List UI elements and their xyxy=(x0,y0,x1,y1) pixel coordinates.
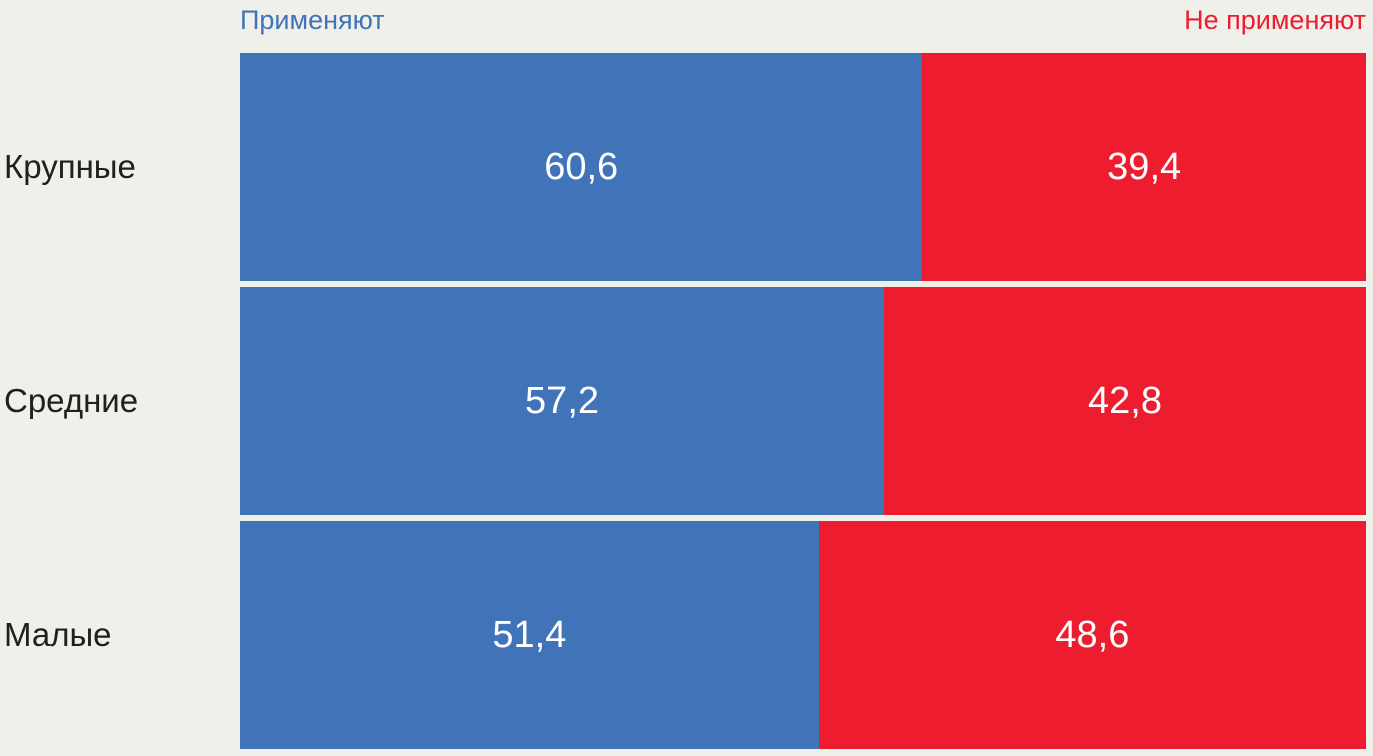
bar-segment-not-apply: 39,4 xyxy=(922,53,1366,281)
value-label: 42,8 xyxy=(1088,379,1162,422)
legend-item-not-apply: Не применяют xyxy=(1184,5,1366,35)
bar-segment-apply: 57,2 xyxy=(240,287,885,515)
bar-row-krupnye: Крупные 60,6 39,4 xyxy=(0,53,1373,281)
stacked-bar: 51,4 48,6 xyxy=(240,521,1366,749)
bar-row-srednie: Средние 57,2 42,8 xyxy=(0,287,1373,515)
category-label: Малые xyxy=(4,616,112,653)
value-label: 39,4 xyxy=(1107,145,1182,188)
value-label: 48,6 xyxy=(1055,613,1130,656)
value-label: 60,6 xyxy=(544,145,619,188)
category-label: Средние xyxy=(4,382,139,419)
value-label: 51,4 xyxy=(492,613,567,656)
bar-segment-apply: 60,6 xyxy=(240,53,923,281)
stacked-bar: 57,2 42,8 xyxy=(240,287,1366,515)
chart-legend: Применяют Не применяют xyxy=(240,4,1366,36)
bar-segment-apply: 51,4 xyxy=(240,521,819,749)
bar-row-malye: Малые 51,4 48,6 xyxy=(0,521,1373,749)
stacked-bar: 60,6 39,4 xyxy=(240,53,1366,281)
category-label: Крупные xyxy=(4,148,136,185)
value-label: 57,2 xyxy=(525,379,600,422)
legend-item-apply: Применяют xyxy=(240,5,385,35)
bar-segment-not-apply: 48,6 xyxy=(818,521,1366,749)
bar-rows: Крупные 60,6 39,4 Средние 57,2 42,8 xyxy=(0,53,1373,749)
bar-segment-not-apply: 42,8 xyxy=(884,287,1366,515)
